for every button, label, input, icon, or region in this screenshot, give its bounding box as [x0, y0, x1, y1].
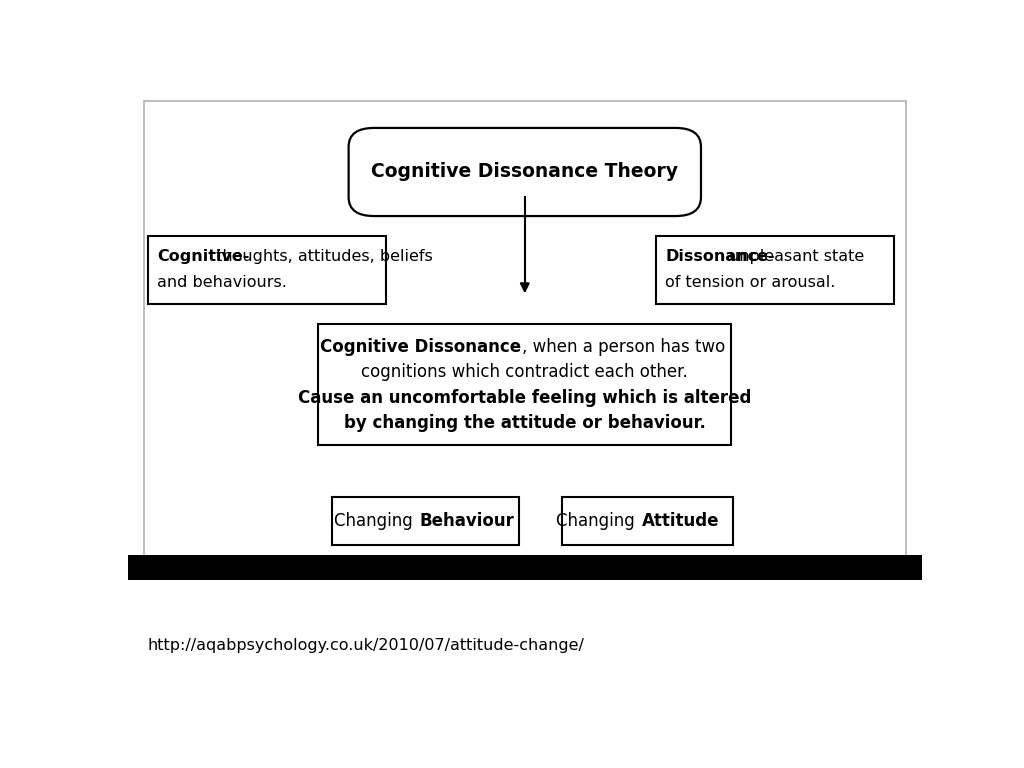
FancyBboxPatch shape: [348, 128, 701, 216]
Text: Behaviour: Behaviour: [419, 512, 514, 530]
Text: Cognitive Dissonance Theory: Cognitive Dissonance Theory: [372, 163, 678, 181]
Text: cognitions which contradict each other.: cognitions which contradict each other.: [361, 363, 688, 381]
Text: Changing: Changing: [334, 512, 418, 530]
Text: of tension or arousal.: of tension or arousal.: [666, 275, 836, 290]
Text: Attitude: Attitude: [641, 512, 719, 530]
Bar: [128, 555, 922, 580]
Text: Cause an uncomfortable feeling which is altered: Cause an uncomfortable feeling which is …: [298, 389, 752, 406]
Text: Dissonance-: Dissonance-: [666, 249, 775, 264]
FancyBboxPatch shape: [655, 236, 894, 303]
FancyBboxPatch shape: [318, 324, 731, 445]
FancyBboxPatch shape: [147, 236, 386, 303]
Text: and behaviours.: and behaviours.: [158, 275, 288, 290]
FancyBboxPatch shape: [333, 497, 519, 545]
FancyBboxPatch shape: [562, 497, 733, 545]
Text: , when a person has two: , when a person has two: [522, 338, 726, 356]
FancyBboxPatch shape: [143, 101, 905, 568]
Text: unpleasant state: unpleasant state: [729, 249, 864, 264]
Text: Cognitive-: Cognitive-: [158, 249, 250, 264]
Text: Cognitive Dissonance: Cognitive Dissonance: [319, 338, 521, 356]
Text: thoughts, attitudes, beliefs: thoughts, attitudes, beliefs: [211, 249, 433, 264]
Text: http://aqabpsychology.co.uk/2010/07/attitude-change/: http://aqabpsychology.co.uk/2010/07/atti…: [147, 637, 585, 653]
Text: Changing: Changing: [556, 512, 640, 530]
Text: by changing the attitude or behaviour.: by changing the attitude or behaviour.: [344, 414, 706, 432]
